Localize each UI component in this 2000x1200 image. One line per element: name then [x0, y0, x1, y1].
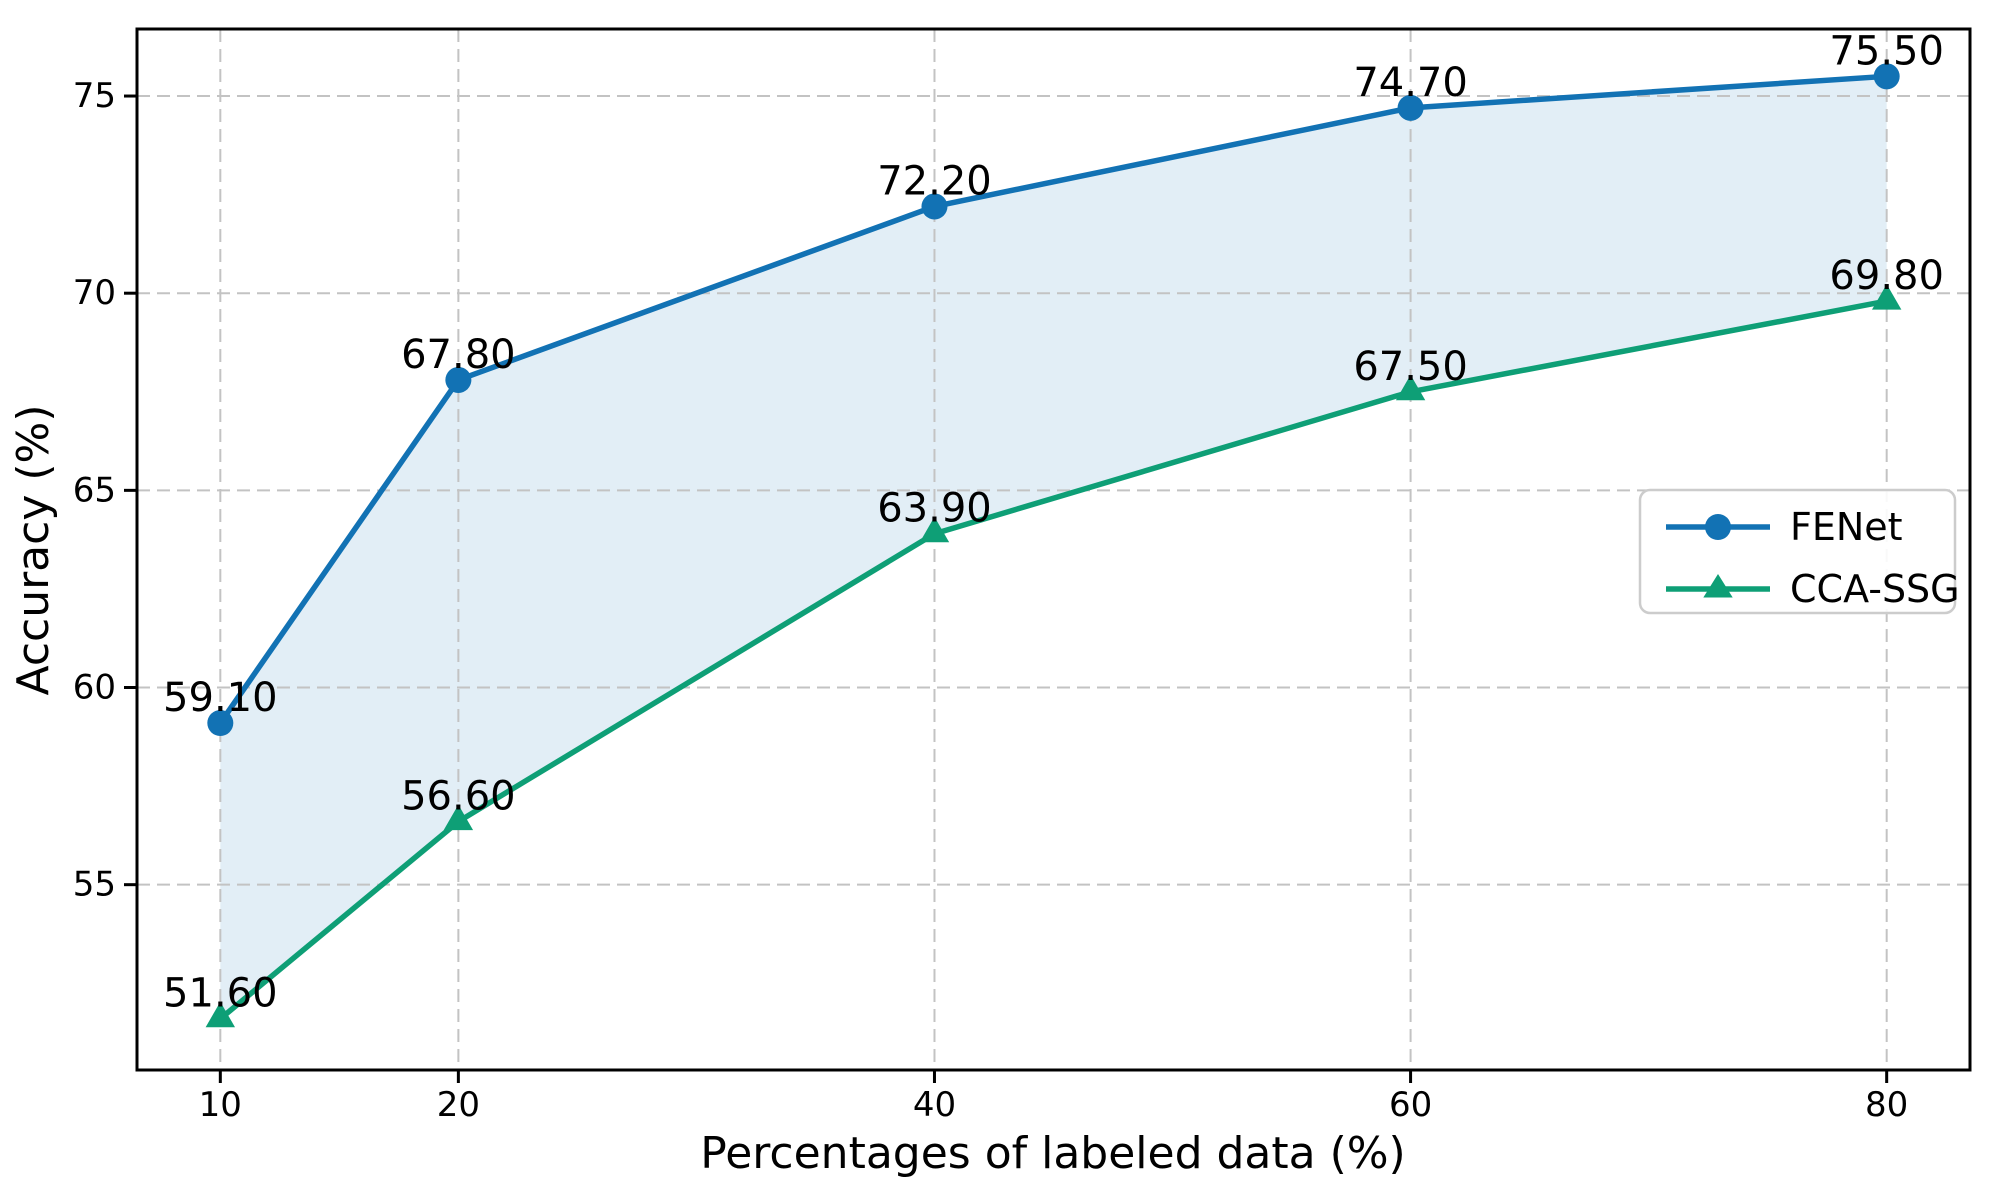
x-axis-title: Percentages of labeled data (%) [700, 1128, 1405, 1179]
data-series [205, 63, 1902, 1028]
fill-between-polygon [220, 76, 1887, 1019]
fill-between-region [220, 76, 1887, 1019]
y-axis-title: Accuracy (%) [8, 404, 59, 695]
data-point-label: 74.70 [1353, 60, 1468, 106]
x-tick-label: 80 [1865, 1085, 1908, 1125]
data-point-label: 51.60 [163, 971, 278, 1017]
x-tick-label: 20 [437, 1085, 480, 1125]
point-labels: 59.10 67.80 72.20 74.70 75.50 51.60 56.60 63.90… [163, 28, 1944, 1016]
legend-label-fenet: FENet [1790, 505, 1903, 549]
y-tick-label: 55 [73, 865, 116, 905]
ccassg-data-point [1395, 374, 1426, 401]
fenet-data-point [445, 366, 472, 393]
data-point-label: 67.50 [1353, 344, 1468, 390]
x-tick-label: 60 [1389, 1085, 1432, 1125]
data-point-label: 63.90 [877, 486, 992, 532]
legend-label-ccassg: CCA-SSG [1790, 567, 1960, 611]
legend: FENet CCA-SSG [1638, 488, 1960, 615]
x-tick-label: 40 [913, 1085, 956, 1125]
y-tick-label: 70 [73, 273, 116, 313]
axes [124, 27, 1972, 1083]
x-tick-label: 10 [199, 1085, 242, 1125]
data-point-label: 56.60 [401, 774, 516, 820]
fenet-data-point [1873, 63, 1900, 90]
y-tick-label: 75 [73, 76, 116, 116]
ccassg-data-point [919, 516, 950, 543]
plot-border [135, 27, 1972, 1072]
ccassg-data-point [205, 1001, 236, 1028]
legend-item-ccassg: CCA-SSG [1666, 567, 1960, 611]
legend-item-fenet: FENet [1666, 505, 1903, 549]
fenet-circle-marker-icon [1705, 514, 1731, 540]
data-point-label: 69.80 [1829, 253, 1944, 299]
y-tick-label: 65 [73, 470, 116, 510]
fenet-data-point [1397, 94, 1424, 121]
tick-labels: 10 20 40 60 80 55 60 65 70 75 [73, 76, 1909, 1125]
ccassg-data-point [443, 804, 474, 831]
data-point-label: 75.50 [1829, 28, 1944, 74]
y-tick-label: 60 [73, 668, 116, 708]
fenet-data-point [207, 710, 234, 736]
data-point-label: 72.20 [877, 158, 992, 204]
data-point-label: 67.80 [401, 332, 516, 378]
data-point-label: 59.10 [163, 675, 278, 721]
ccassg-triangle-marker-icon [1703, 574, 1733, 598]
fenet-data-point [921, 193, 948, 220]
ccassg-data-point [1871, 284, 1902, 310]
